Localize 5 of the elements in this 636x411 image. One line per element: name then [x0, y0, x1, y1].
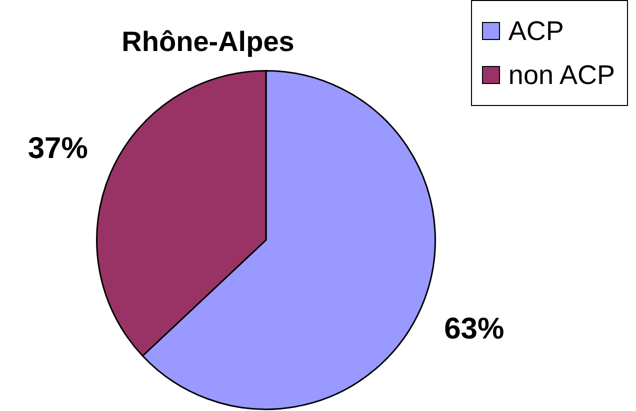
legend-label: non ACP: [508, 59, 615, 92]
text: Rhône-Alpes: [120, 26, 296, 58]
legend-label: ACP: [508, 15, 564, 48]
data-label: 63%: [444, 312, 504, 346]
data-label: 37%: [28, 132, 88, 166]
